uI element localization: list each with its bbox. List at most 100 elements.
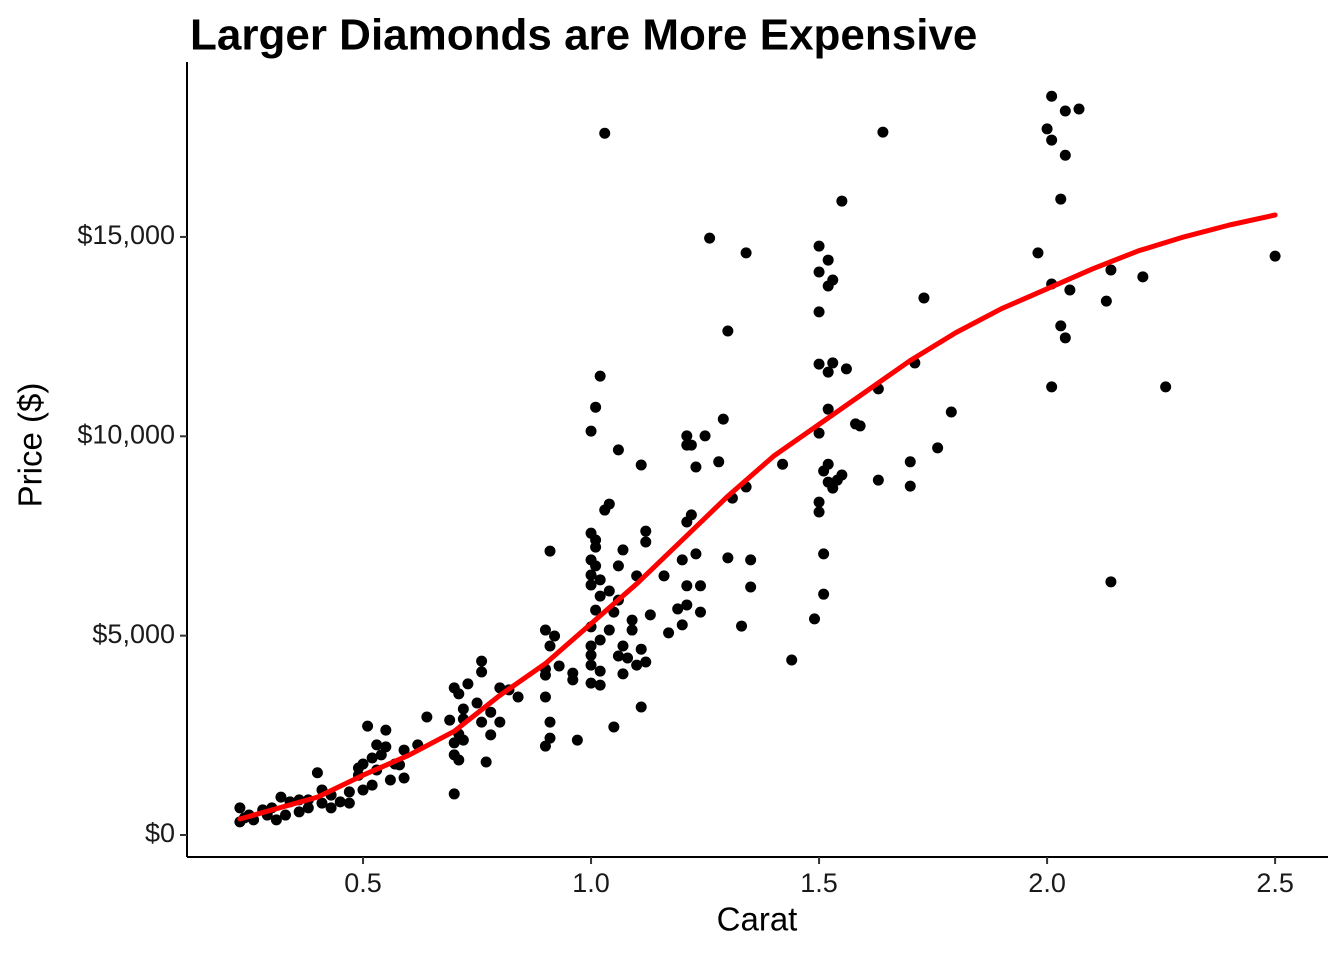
point: [325, 802, 337, 814]
point: [352, 762, 364, 774]
point: [818, 465, 830, 477]
point: [617, 544, 629, 556]
point: [685, 439, 697, 451]
point: [485, 706, 497, 718]
x-tick-label: 1.0: [572, 868, 610, 898]
point: [644, 609, 656, 621]
point: [813, 427, 825, 439]
point: [608, 721, 620, 733]
point: [539, 740, 551, 752]
point: [612, 444, 624, 456]
y-tick-label: $15,000: [77, 220, 175, 250]
point: [822, 254, 834, 266]
point: [626, 614, 638, 626]
point: [658, 570, 670, 582]
point: [594, 634, 606, 646]
point: [681, 430, 693, 442]
y-tick-label: $0: [145, 818, 175, 848]
point: [362, 720, 374, 732]
point: [831, 474, 843, 486]
point: [453, 754, 465, 766]
point: [672, 603, 684, 615]
point: [699, 430, 711, 442]
point: [512, 691, 524, 703]
point: [590, 560, 602, 572]
point: [480, 756, 492, 768]
point: [594, 679, 606, 691]
point: [1059, 149, 1071, 161]
point: [594, 590, 606, 602]
point: [343, 797, 355, 809]
point: [594, 574, 606, 586]
point: [316, 797, 328, 809]
point: [904, 480, 916, 492]
point: [585, 640, 597, 652]
point: [1055, 193, 1067, 205]
y-tick-label: $5,000: [92, 619, 175, 649]
point: [1046, 134, 1058, 146]
point: [904, 456, 916, 468]
point: [585, 425, 597, 437]
point: [544, 732, 556, 744]
point: [590, 604, 602, 616]
point: [813, 240, 825, 252]
point: [334, 796, 346, 808]
point: [1046, 90, 1058, 102]
point: [813, 266, 825, 278]
point: [567, 674, 579, 686]
fit-line: [237, 212, 1278, 822]
point: [631, 659, 643, 671]
point: [640, 536, 652, 548]
point: [813, 358, 825, 370]
point: [612, 560, 624, 572]
point: [448, 737, 460, 749]
point: [585, 677, 597, 689]
point: [280, 809, 292, 821]
point: [1269, 250, 1281, 262]
point: [585, 579, 597, 591]
point: [827, 357, 839, 369]
point: [1041, 123, 1053, 135]
point: [635, 459, 647, 471]
point: [1046, 381, 1058, 393]
x-tick-label: 2.0: [1028, 868, 1066, 898]
point: [494, 716, 506, 728]
point: [539, 691, 551, 703]
point: [877, 126, 889, 138]
point: [1105, 576, 1117, 588]
point: [704, 232, 716, 244]
point: [822, 403, 834, 415]
point: [777, 458, 789, 470]
point: [854, 420, 866, 432]
point: [1064, 284, 1076, 296]
point: [717, 413, 729, 425]
point: [448, 788, 460, 800]
point: [476, 716, 488, 728]
point: [599, 504, 611, 516]
point: [544, 716, 556, 728]
point: [786, 654, 798, 666]
point: [603, 585, 615, 597]
point: [544, 640, 556, 652]
point: [590, 541, 602, 553]
point: [694, 606, 706, 618]
point: [1105, 264, 1117, 276]
point: [599, 127, 611, 139]
point: [539, 669, 551, 681]
point: [722, 552, 734, 564]
point: [1137, 271, 1149, 283]
point: [626, 624, 638, 636]
point: [1059, 332, 1071, 344]
point: [635, 643, 647, 655]
point: [681, 580, 693, 592]
point: [1100, 295, 1112, 307]
x-tick-label: 0.5: [344, 868, 382, 898]
point: [813, 506, 825, 518]
point: [617, 668, 629, 680]
x-tick-label: 1.5: [800, 868, 838, 898]
point: [813, 306, 825, 318]
point: [375, 749, 387, 761]
point: [590, 401, 602, 413]
point: [421, 711, 433, 723]
